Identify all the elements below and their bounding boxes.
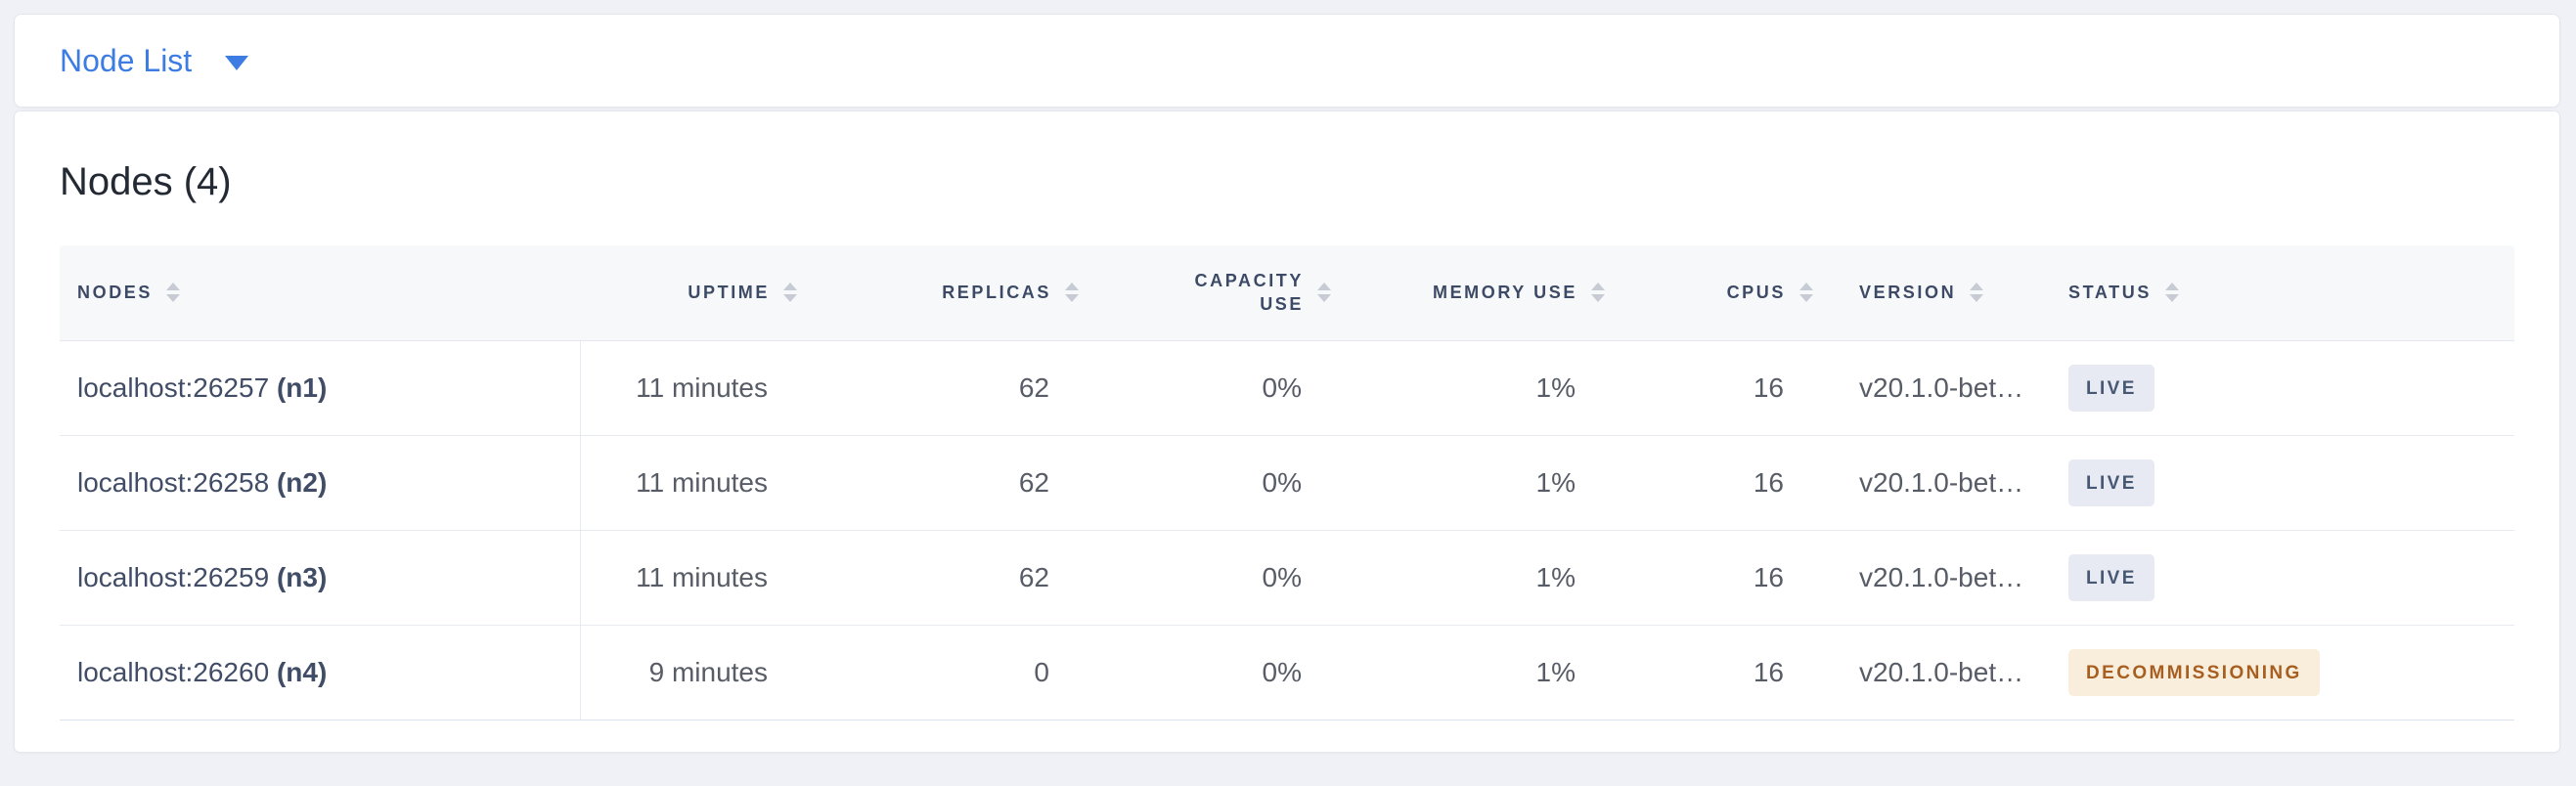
table-body: localhost:26257 (n1) 11 minutes 62 0% 1% 16 v2… bbox=[60, 340, 2514, 720]
cell-uptime: 11 minutes bbox=[580, 435, 807, 531]
sort-icon[interactable] bbox=[2164, 283, 2179, 303]
cell-node-address[interactable]: localhost:26259 (n3) bbox=[60, 530, 581, 626]
column-label: MEMORY USE bbox=[1432, 283, 1577, 303]
sort-icon[interactable] bbox=[1970, 283, 1984, 303]
sort-icon[interactable] bbox=[1317, 283, 1331, 303]
nodes-table: NODES UPTIME REPLICAS CAPACITY USE MEMORY US… bbox=[60, 245, 2514, 720]
cell-capacity-use: 0% bbox=[1088, 530, 1341, 626]
cell-status: LIVE bbox=[2049, 530, 2514, 626]
status-badge: LIVE bbox=[2068, 364, 2154, 412]
cell-node-address[interactable]: localhost:26257 (n1) bbox=[60, 340, 581, 436]
column-label: VERSION bbox=[1859, 283, 1957, 303]
column-header-status[interactable]: STATUS bbox=[2049, 245, 2514, 341]
node-id: (n4) bbox=[276, 656, 328, 687]
column-label: CPUS bbox=[1726, 283, 1786, 303]
column-header-cpus[interactable]: CPUS bbox=[1615, 245, 1823, 341]
cell-memory-use: 1% bbox=[1341, 625, 1615, 720]
cell-uptime: 9 minutes bbox=[580, 625, 807, 720]
page-title: Nodes (4) bbox=[60, 160, 232, 203]
caret-down-icon bbox=[225, 55, 249, 70]
sort-icon[interactable] bbox=[166, 283, 181, 303]
column-label: CAPACITY USE bbox=[1194, 270, 1304, 315]
cell-version: v20.1.0-bet… bbox=[1823, 340, 2049, 436]
cell-node-address[interactable]: localhost:26260 (n4) bbox=[60, 625, 581, 720]
node-address: localhost:26260 bbox=[77, 656, 270, 687]
cell-status: LIVE bbox=[2049, 435, 2514, 531]
cell-replicas: 62 bbox=[807, 530, 1088, 626]
column-label: NODES bbox=[77, 283, 154, 303]
node-row[interactable]: localhost:26260 (n4) 9 minutes 0 0% 1% 16 v20.… bbox=[60, 625, 2514, 720]
cell-cpus: 16 bbox=[1615, 435, 1823, 531]
column-header-uptime[interactable]: UPTIME bbox=[580, 245, 807, 341]
cell-memory-use: 1% bbox=[1341, 530, 1615, 626]
table-header-row: NODES UPTIME REPLICAS CAPACITY USE MEMORY US… bbox=[60, 245, 2514, 341]
column-header-replicas[interactable]: REPLICAS bbox=[807, 245, 1088, 341]
node-address: localhost:26257 bbox=[77, 371, 270, 403]
cell-replicas: 0 bbox=[807, 625, 1088, 720]
column-label: STATUS bbox=[2068, 283, 2152, 303]
cell-replicas: 62 bbox=[807, 435, 1088, 531]
status-badge: DECOMMISSIONING bbox=[2068, 648, 2320, 696]
cell-capacity-use: 0% bbox=[1088, 625, 1341, 720]
column-header-capacity-use[interactable]: CAPACITY USE bbox=[1088, 245, 1341, 341]
cell-replicas: 62 bbox=[807, 340, 1088, 436]
column-label: REPLICAS bbox=[942, 283, 1051, 303]
status-badge: LIVE bbox=[2068, 553, 2154, 601]
view-dropdown[interactable]: Node List bbox=[60, 43, 249, 78]
node-list-card: Nodes (4) NODES UPTIME REPLICAS CAPACITY US… bbox=[14, 110, 2560, 753]
column-header-version[interactable]: VERSION bbox=[1823, 245, 2049, 341]
cell-status: LIVE bbox=[2049, 340, 2514, 436]
cell-capacity-use: 0% bbox=[1088, 435, 1341, 531]
column-header-memory-use[interactable]: MEMORY USE bbox=[1341, 245, 1615, 341]
sort-icon[interactable] bbox=[1065, 283, 1079, 303]
cell-node-address[interactable]: localhost:26258 (n2) bbox=[60, 435, 581, 531]
cell-status: DECOMMISSIONING bbox=[2049, 625, 2514, 720]
sort-icon[interactable] bbox=[1799, 283, 1813, 303]
column-header-nodes[interactable]: NODES bbox=[60, 245, 580, 341]
cell-version: v20.1.0-bet… bbox=[1823, 435, 2049, 531]
cell-uptime: 11 minutes bbox=[580, 530, 807, 626]
node-row[interactable]: localhost:26259 (n3) 11 minutes 62 0% 1% 16 v2… bbox=[60, 530, 2514, 626]
view-dropdown-label: Node List bbox=[60, 43, 193, 78]
sort-icon[interactable] bbox=[783, 283, 797, 303]
cell-uptime: 11 minutes bbox=[580, 340, 807, 436]
cell-version: v20.1.0-bet… bbox=[1823, 625, 2049, 720]
node-row[interactable]: localhost:26258 (n2) 11 minutes 62 0% 1% 16 v2… bbox=[60, 435, 2514, 531]
cell-capacity-use: 0% bbox=[1088, 340, 1341, 436]
cell-memory-use: 1% bbox=[1341, 435, 1615, 531]
cell-memory-use: 1% bbox=[1341, 340, 1615, 436]
cell-cpus: 16 bbox=[1615, 625, 1823, 720]
node-id: (n1) bbox=[276, 371, 328, 403]
node-address: localhost:26259 bbox=[77, 561, 270, 592]
view-selector-bar: Node List bbox=[14, 14, 2560, 108]
cell-version: v20.1.0-bet… bbox=[1823, 530, 2049, 626]
sort-icon[interactable] bbox=[1591, 283, 1605, 303]
column-label: UPTIME bbox=[688, 283, 770, 303]
node-row[interactable]: localhost:26257 (n1) 11 minutes 62 0% 1% 16 v2… bbox=[60, 340, 2514, 436]
cell-cpus: 16 bbox=[1615, 340, 1823, 436]
status-badge: LIVE bbox=[2068, 458, 2154, 506]
node-id: (n3) bbox=[276, 561, 328, 592]
node-id: (n2) bbox=[276, 466, 328, 498]
node-address: localhost:26258 bbox=[77, 466, 270, 498]
cell-cpus: 16 bbox=[1615, 530, 1823, 626]
